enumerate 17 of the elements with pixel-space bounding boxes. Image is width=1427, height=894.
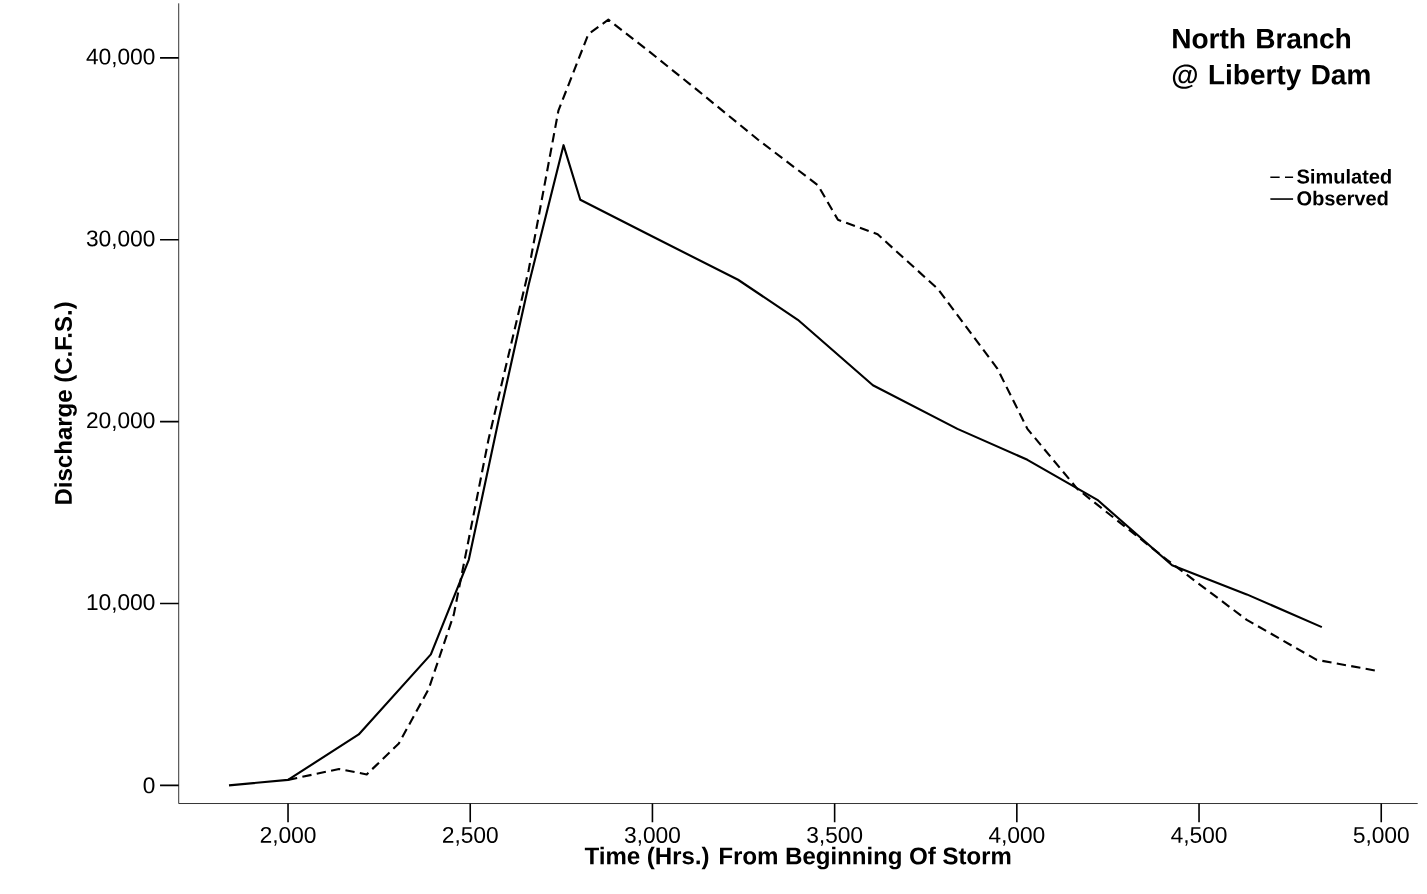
x-tick-label: 3,500	[807, 827, 863, 846]
x-tick-label: 2,500	[443, 827, 498, 846]
y-tick-label: 0	[143, 777, 155, 794]
y-tick-label: 20,000	[87, 412, 155, 432]
x-axis-title: Time (Hrs.) From Beginning Of Storm	[584, 847, 1011, 870]
y-tick-label: 30,000	[86, 230, 155, 250]
x-tick-label: 4,500	[1171, 827, 1227, 846]
legend-label: Observed	[1297, 191, 1388, 206]
legend-label: Simulated	[1297, 169, 1391, 184]
x-tick-label: 2,000	[260, 827, 316, 846]
y-axis-title: Discharge (C.F.S.)	[54, 302, 77, 505]
legend-title: North Branch @ Liberty Dam	[1172, 28, 1370, 91]
y-tick-label: 40,000	[86, 48, 155, 68]
x-tick-label: 5,000	[1353, 827, 1409, 846]
x-tick-label: 4,000	[988, 827, 1045, 846]
y-tick-label: 10,000	[87, 594, 155, 614]
x-tick-label: 3,000	[624, 827, 680, 846]
